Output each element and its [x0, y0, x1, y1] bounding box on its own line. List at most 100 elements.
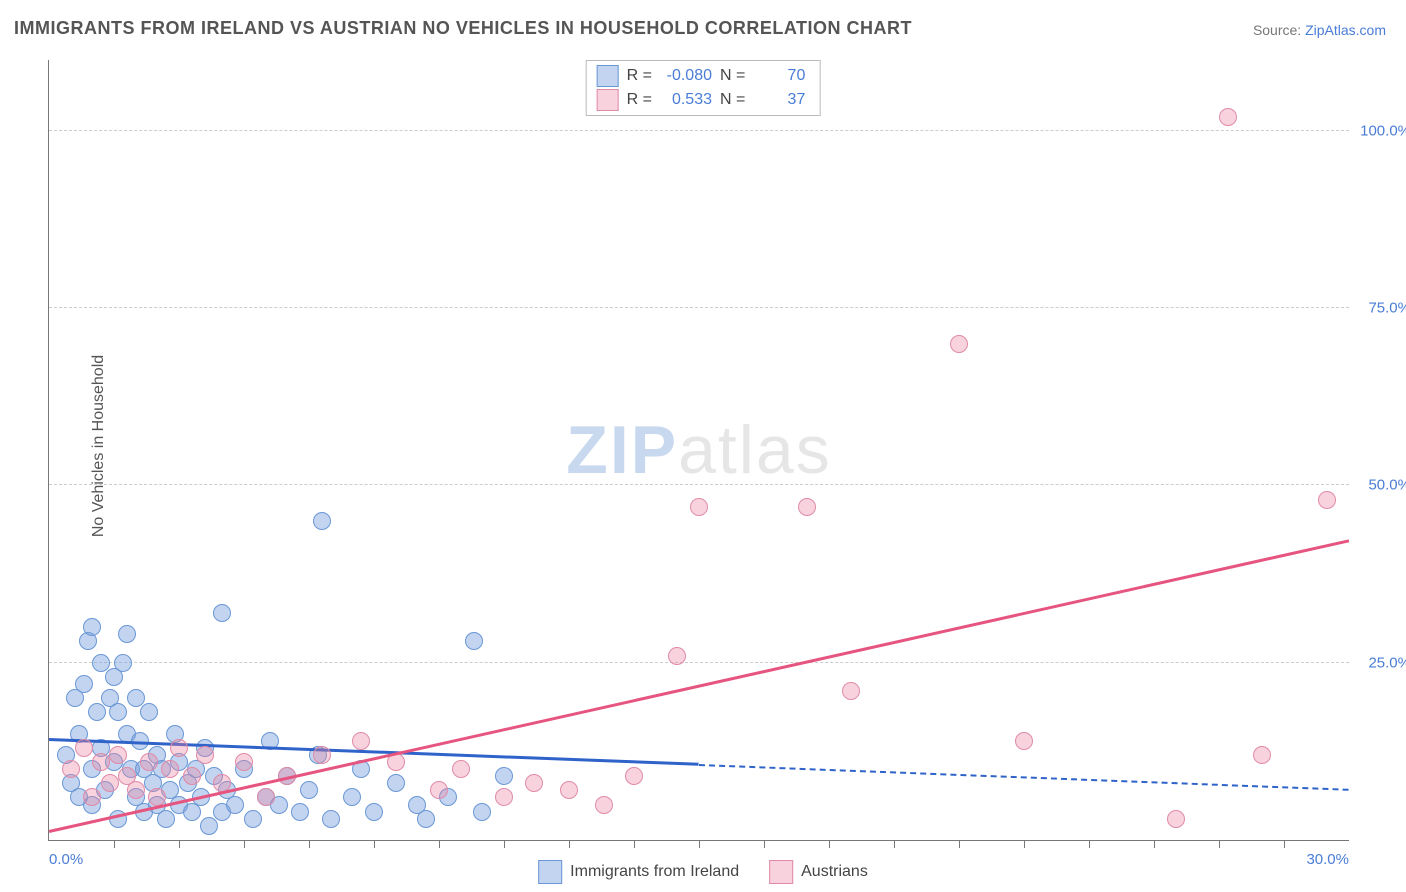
scatter-point-austrians: [196, 746, 214, 764]
x-tick: [1154, 840, 1155, 848]
correlation-legend: R =-0.080N =70R =0.533N =37: [586, 60, 821, 116]
scatter-point-austrians: [83, 788, 101, 806]
trend-line-extrapolated: [699, 764, 1349, 791]
y-tick-label: 75.0%: [1368, 300, 1406, 317]
scatter-point-austrians: [140, 753, 158, 771]
scatter-point-austrians: [1015, 732, 1033, 750]
x-tick: [504, 840, 505, 848]
scatter-point-austrians: [313, 746, 331, 764]
y-tick-label: 100.0%: [1360, 122, 1406, 139]
x-tick: [959, 840, 960, 848]
scatter-point-austrians: [235, 753, 253, 771]
legend-label-ireland: Immigrants from Ireland: [570, 863, 739, 881]
scatter-point-austrians: [1253, 746, 1271, 764]
scatter-point-ireland: [291, 803, 309, 821]
x-tick: [1219, 840, 1220, 848]
x-tick: [114, 840, 115, 848]
scatter-point-ireland: [300, 781, 318, 799]
scatter-point-austrians: [1318, 491, 1336, 509]
scatter-point-ireland: [200, 817, 218, 835]
scatter-point-ireland: [322, 810, 340, 828]
chart-title: IMMIGRANTS FROM IRELAND VS AUSTRIAN NO V…: [14, 18, 912, 39]
scatter-point-austrians: [1219, 108, 1237, 126]
scatter-point-ireland: [465, 632, 483, 650]
legend-label-austrians: Austrians: [801, 863, 868, 881]
x-tick: [764, 840, 765, 848]
scatter-point-austrians: [950, 335, 968, 353]
x-tick: [439, 840, 440, 848]
legend-n-value-austrians: 37: [753, 91, 805, 109]
legend-swatch-ireland: [597, 65, 619, 87]
source-attribution: Source: ZipAtlas.com: [1253, 22, 1386, 38]
scatter-point-ireland: [75, 675, 93, 693]
gridline: [49, 662, 1349, 663]
legend-item-ireland: Immigrants from Ireland: [538, 860, 739, 884]
scatter-point-ireland: [473, 803, 491, 821]
scatter-point-austrians: [595, 796, 613, 814]
x-tick: [374, 840, 375, 848]
legend-r-value-austrians: 0.533: [660, 91, 712, 109]
scatter-point-austrians: [183, 767, 201, 785]
trend-line: [49, 540, 1350, 833]
scatter-point-ireland: [140, 703, 158, 721]
legend-swatch-austrians: [597, 89, 619, 111]
x-tick: [309, 840, 310, 848]
x-tick: [699, 840, 700, 848]
scatter-point-austrians: [625, 767, 643, 785]
scatter-point-ireland: [313, 512, 331, 530]
scatter-point-austrians: [452, 760, 470, 778]
x-tick-label: 30.0%: [1306, 851, 1349, 868]
x-tick: [1024, 840, 1025, 848]
series-legend: Immigrants from Ireland Austrians: [530, 860, 876, 884]
scatter-point-austrians: [525, 774, 543, 792]
scatter-point-ireland: [88, 703, 106, 721]
y-tick-label: 25.0%: [1368, 654, 1406, 671]
watermark-bold: ZIP: [566, 412, 678, 488]
scatter-point-austrians: [495, 788, 513, 806]
x-tick: [1089, 840, 1090, 848]
scatter-point-ireland: [109, 703, 127, 721]
scatter-point-austrians: [668, 647, 686, 665]
scatter-point-austrians: [170, 739, 188, 757]
x-tick-label: 0.0%: [49, 851, 83, 868]
y-tick-label: 50.0%: [1368, 477, 1406, 494]
legend-n-label: N =: [720, 67, 745, 85]
legend-n-label: N =: [720, 91, 745, 109]
scatter-point-austrians: [1167, 810, 1185, 828]
scatter-point-austrians: [62, 760, 80, 778]
scatter-point-austrians: [101, 774, 119, 792]
legend-n-value-ireland: 70: [753, 67, 805, 85]
source-link[interactable]: ZipAtlas.com: [1305, 22, 1386, 38]
x-tick: [244, 840, 245, 848]
scatter-point-austrians: [690, 498, 708, 516]
source-prefix: Source:: [1253, 22, 1305, 38]
scatter-point-ireland: [118, 625, 136, 643]
gridline: [49, 307, 1349, 308]
scatter-point-austrians: [798, 498, 816, 516]
scatter-point-austrians: [430, 781, 448, 799]
scatter-point-ireland: [83, 618, 101, 636]
x-tick: [894, 840, 895, 848]
legend-r-value-ireland: -0.080: [660, 67, 712, 85]
scatter-point-ireland: [157, 810, 175, 828]
x-tick: [179, 840, 180, 848]
scatter-point-austrians: [109, 746, 127, 764]
scatter-point-austrians: [842, 682, 860, 700]
gridline: [49, 130, 1349, 131]
gridline: [49, 484, 1349, 485]
scatter-point-austrians: [92, 753, 110, 771]
legend-item-austrians: Austrians: [769, 860, 868, 884]
scatter-point-ireland: [226, 796, 244, 814]
watermark-rest: atlas: [678, 412, 832, 488]
scatter-point-ireland: [495, 767, 513, 785]
scatter-point-ireland: [387, 774, 405, 792]
x-tick: [569, 840, 570, 848]
scatter-point-austrians: [560, 781, 578, 799]
legend-swatch-ireland: [538, 860, 562, 884]
x-tick: [1284, 840, 1285, 848]
legend-r-label: R =: [627, 67, 652, 85]
watermark: ZIPatlas: [566, 411, 831, 489]
legend-swatch-austrians: [769, 860, 793, 884]
scatter-point-austrians: [257, 788, 275, 806]
scatter-point-austrians: [161, 760, 179, 778]
